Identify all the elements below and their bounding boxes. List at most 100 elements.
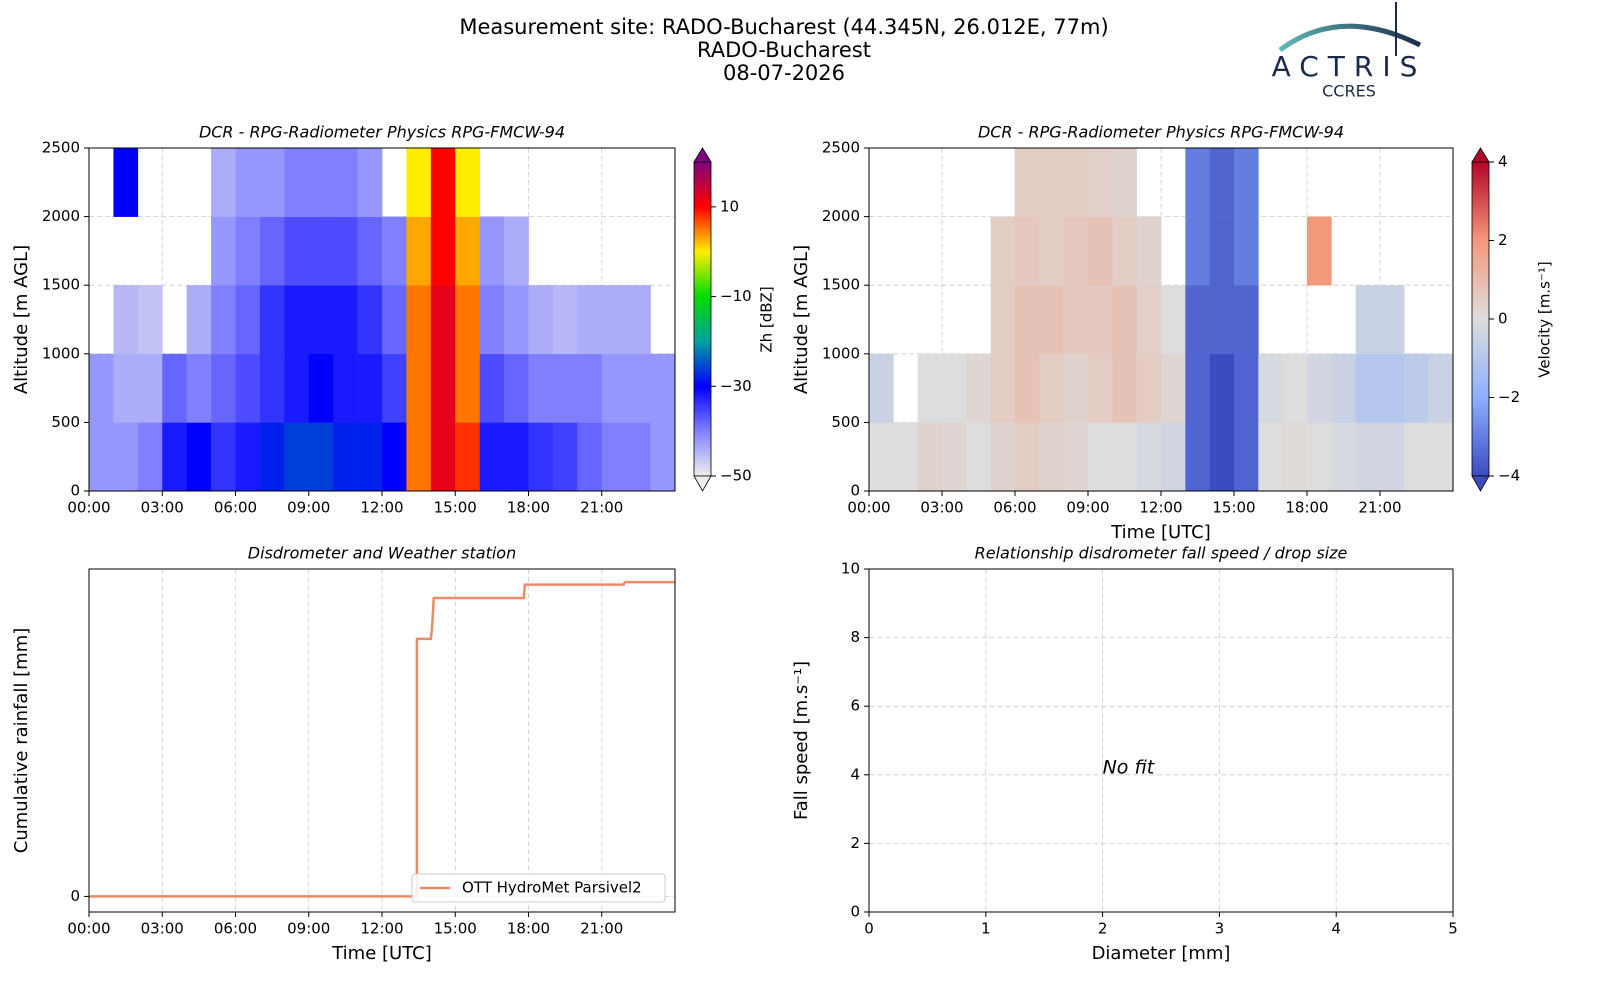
heatmap-cell	[1307, 216, 1332, 286]
colorbar-tick-label: −2	[1498, 388, 1520, 406]
heatmap-cell	[308, 216, 334, 286]
x-tick-label: 06:00	[214, 499, 257, 517]
heatmap-cell	[1355, 285, 1381, 355]
heatmap-cell	[893, 422, 918, 492]
heatmap-cell	[186, 422, 212, 492]
panel: DCR - RPG-Radiometer Physics RPG-FMCW-94…	[791, 123, 1554, 544]
heatmap-cell	[528, 422, 554, 492]
heatmap-cell	[552, 353, 578, 423]
heatmap-cell	[1209, 148, 1235, 217]
panel-title: Disdrometer and Weather station	[248, 544, 516, 563]
heatmap-cell	[601, 422, 627, 492]
x-tick-label: 18:00	[507, 920, 550, 938]
heatmap-cell	[1209, 422, 1235, 492]
y-tick-label: 0	[850, 903, 860, 921]
heatmap-cell	[1161, 353, 1186, 423]
colorbar-tick-label: 0	[1498, 310, 1508, 328]
heatmap-cell	[1380, 422, 1405, 492]
panel-title: DCR - RPG-Radiometer Physics RPG-FMCW-94	[978, 123, 1344, 142]
heatmap-cell	[1258, 353, 1283, 423]
x-tick-label: 4	[1331, 920, 1341, 938]
x-tick-label: 09:00	[1066, 499, 1109, 517]
y-tick-label: 1000	[822, 344, 860, 362]
heatmap-cell	[1282, 422, 1308, 492]
heatmap-cell	[1355, 353, 1381, 423]
heatmap-cell	[455, 285, 480, 355]
x-tick-label: 12:00	[360, 920, 403, 938]
heatmap-cell	[235, 422, 261, 492]
heatmap-cell	[1015, 285, 1040, 355]
x-tick-label: 15:00	[1212, 499, 1255, 517]
heatmap-cell	[1185, 285, 1210, 355]
heatmap-cell	[430, 285, 456, 355]
x-tick-label: 3	[1215, 920, 1225, 938]
y-tick-label: 0	[70, 887, 80, 905]
figure-title: Measurement site: RADO-Bucharest (44.345…	[459, 15, 1108, 39]
heatmap-cell	[137, 422, 163, 492]
logo: ACTRIS CCRES	[1272, 2, 1427, 101]
x-tick-label: 00:00	[847, 499, 890, 517]
heatmap-cell	[382, 285, 407, 355]
colorbar-tick-label: −30	[720, 377, 752, 395]
heatmap-cell	[113, 353, 139, 423]
figure-date: 08-07-2026	[723, 61, 845, 85]
heatmap-cell	[1063, 148, 1089, 217]
heatmap-cell	[869, 422, 894, 492]
heatmap-cell	[308, 285, 334, 355]
heatmap-cell	[357, 422, 383, 492]
y-tick-label: 0	[850, 482, 860, 500]
heatmap-cell	[504, 353, 529, 423]
heatmap-cell	[1015, 216, 1040, 286]
heatmap-cell	[113, 422, 139, 492]
heatmap-cell	[1234, 148, 1259, 217]
x-tick-label: 06:00	[993, 499, 1036, 517]
heatmap-cell	[504, 422, 529, 492]
heatmap-cell	[1404, 353, 1429, 423]
heatmap-cell	[357, 285, 383, 355]
heatmap-cell	[1307, 422, 1332, 492]
logo-name: ACTRIS	[1272, 50, 1427, 83]
x-tick-label: 06:00	[214, 920, 257, 938]
colorbar-tick-label: −10	[720, 287, 752, 305]
heatmap-cell	[1063, 353, 1089, 423]
heatmap-cell	[479, 216, 505, 286]
x-tick-label: 09:00	[287, 499, 330, 517]
heatmap-cell	[406, 216, 432, 286]
heatmap-cell	[626, 422, 651, 492]
heatmap-cell	[235, 148, 261, 217]
heatmap-cell	[406, 422, 432, 492]
heatmap-cell	[357, 216, 383, 286]
heatmap-cell	[235, 353, 261, 423]
heatmap-cell	[284, 216, 310, 286]
heatmap-cell	[430, 353, 456, 423]
heatmap-cell	[1088, 285, 1113, 355]
x-tick-label: 00:00	[67, 499, 110, 517]
heatmap-cell	[382, 216, 407, 286]
heatmap-cell	[211, 422, 236, 492]
heatmap-cell	[1185, 148, 1210, 217]
heatmap-cell	[333, 148, 358, 217]
heatmap-cell	[1039, 285, 1064, 355]
x-tick-label: 0	[864, 920, 874, 938]
heatmap-cell	[1039, 148, 1064, 217]
heatmap-cell	[1380, 353, 1405, 423]
heatmap-cell	[430, 422, 456, 492]
y-axis-label: Altitude [m AGL]	[11, 245, 32, 394]
heatmap-cell	[917, 353, 943, 423]
heatmap-cell	[650, 353, 676, 423]
colorbar-extend-bottom	[693, 475, 712, 492]
y-axis-label: Altitude [m AGL]	[791, 245, 812, 394]
heatmap-cell	[990, 216, 1016, 286]
heatmap-cell	[308, 422, 334, 492]
heatmap-cell	[186, 353, 212, 423]
heatmap-cell	[1112, 285, 1137, 355]
heatmap-cell	[1209, 353, 1235, 423]
x-tick-label: 03:00	[141, 920, 184, 938]
panel-title: Relationship disdrometer fall speed / dr…	[975, 544, 1348, 563]
heatmap-cell	[990, 422, 1016, 492]
heatmap-cell	[211, 216, 236, 286]
heatmap-cell	[1039, 353, 1064, 423]
heatmap-cell	[211, 148, 236, 217]
heatmap-cell	[1063, 285, 1089, 355]
